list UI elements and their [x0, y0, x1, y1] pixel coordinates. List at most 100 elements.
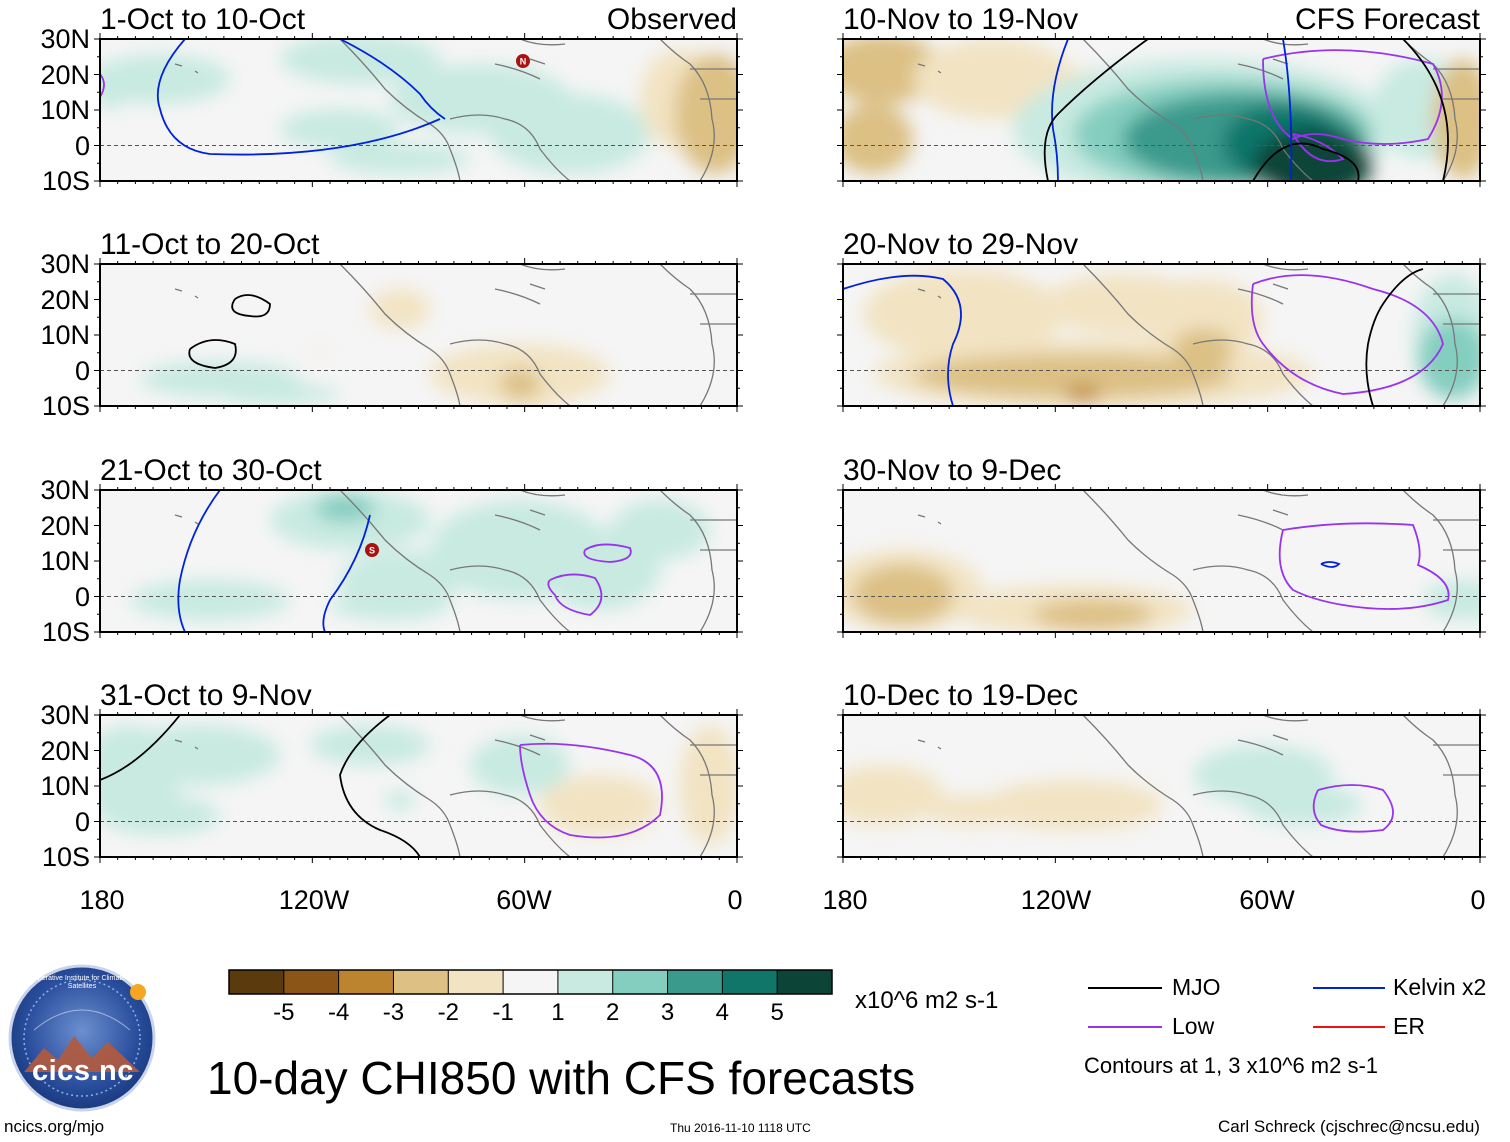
- panel-title: 11-Oct to 20-Oct: [100, 228, 320, 261]
- lat-label: 20N: [40, 735, 90, 766]
- tick-marks: [94, 709, 743, 863]
- kelvin-contour: [1282, 39, 1293, 181]
- anomaly-shading: [220, 384, 340, 404]
- lat-label: 0: [74, 130, 90, 161]
- colorbar-tick-label: 4: [715, 999, 730, 1026]
- lat-label: 30N: [40, 249, 90, 279]
- mjo-contour: [188, 339, 237, 369]
- colorbar-tick-label: -4: [327, 999, 350, 1026]
- lon-label-0-right: 0: [1470, 885, 1486, 915]
- lon-label-180-right: 180: [822, 885, 868, 915]
- colorbar-tick-label: -5: [273, 999, 295, 1026]
- anomaly-shading: [680, 725, 737, 845]
- low-contour: [100, 73, 105, 98]
- anomaly-shading: [100, 69, 130, 109]
- map-panel: [837, 258, 1486, 412]
- lat-label: 10S: [41, 842, 90, 872]
- main-title: 10-day CHI850 with CFS forecasts: [207, 1052, 916, 1104]
- panel-title: 20-Nov to 29-Nov: [843, 228, 1079, 261]
- mjo-contour: [1252, 142, 1360, 181]
- anomaly-shading: [853, 565, 953, 625]
- anomaly-shading: [100, 54, 230, 104]
- cics-logo: [8, 964, 156, 1112]
- colorbar-swatch: [777, 970, 833, 994]
- lat-label: 0: [74, 581, 90, 612]
- anomaly-shading: [500, 369, 540, 399]
- colorbar-swatch: [283, 970, 340, 994]
- colorbar-swatch: [667, 970, 723, 994]
- anomaly-shading: [1143, 279, 1263, 359]
- lon-label-0-left: 0: [727, 885, 743, 915]
- colorbar-swatch: [393, 970, 449, 994]
- storm-marker: N: [516, 54, 530, 68]
- anomaly-shading: [100, 795, 220, 835]
- map-panel: N: [94, 33, 743, 187]
- lat-label: 20N: [40, 59, 90, 90]
- lat-label: 30N: [40, 24, 90, 54]
- colorbar-tick-label: -1: [492, 999, 514, 1026]
- colorbar-swatch: [229, 970, 285, 994]
- anomaly-shading: [1418, 319, 1480, 399]
- low-contour: [1250, 274, 1444, 395]
- anomaly-shading: [1173, 329, 1233, 369]
- anomaly-shading: [1243, 785, 1363, 825]
- panel-title: 1-Oct to 10-Oct: [100, 3, 306, 36]
- anomaly-shading: [983, 780, 1163, 830]
- lat-label: 10S: [41, 166, 90, 196]
- mjo-contour: [231, 294, 271, 318]
- kelvin-contour: [1051, 39, 1069, 181]
- tick-marks: [837, 258, 1486, 412]
- footer-author: Carl Schreck (cjschrec@ncsu.edu): [1218, 1117, 1480, 1136]
- coastline: [917, 490, 1480, 632]
- lat-label: 10N: [40, 320, 90, 350]
- mjo-contour: [1402, 39, 1449, 181]
- anomaly-shading: [923, 795, 1023, 825]
- logo-text: cics.nc: [32, 1055, 134, 1087]
- anomaly-shading: [385, 790, 415, 810]
- lat-label: 10S: [41, 617, 90, 647]
- mjo-contour: [1043, 39, 1149, 181]
- anomaly-shading: [1423, 580, 1480, 620]
- anomaly-shading: [315, 494, 375, 522]
- lon-label-120w-left: 120W: [278, 885, 350, 915]
- legend-kelvin-label: Kelvin x2: [1393, 974, 1487, 1000]
- map-panel: [837, 709, 1486, 863]
- anomaly-shading: [310, 725, 430, 765]
- anomaly-shading: [1033, 600, 1153, 630]
- colorbar-tick-label: 3: [660, 999, 675, 1026]
- mjo-contour: [339, 715, 421, 857]
- mjo-contour: [100, 715, 181, 781]
- coastline: [917, 264, 1480, 406]
- coastline: [917, 715, 1480, 857]
- legend-er-label: ER: [1393, 1013, 1425, 1039]
- colorbar-swatch: [448, 970, 504, 994]
- legend-mjo-label: MJO: [1172, 974, 1221, 1000]
- lat-label: 30N: [40, 700, 90, 730]
- coastline: [174, 264, 737, 406]
- svg-text:N: N: [520, 57, 527, 67]
- panel-label: CFS Forecast: [1294, 3, 1480, 36]
- coastline: [174, 715, 737, 857]
- tick-marks: [94, 33, 743, 187]
- lat-label: 0: [74, 355, 90, 386]
- panel-label: Observed: [606, 3, 737, 36]
- legend: [1088, 987, 1385, 1028]
- anomaly-shading: [330, 144, 470, 174]
- anomaly-shading: [843, 104, 913, 174]
- mjo-contour: [1365, 268, 1424, 406]
- low-contour: [519, 742, 663, 839]
- lon-label-60w-right: 60W: [1239, 885, 1295, 915]
- tick-marks: [837, 33, 1486, 187]
- low-contour: [1312, 784, 1394, 833]
- anomaly-shading: [863, 269, 1063, 359]
- anomaly-shading: [1433, 59, 1480, 179]
- anomaly-shading: [280, 109, 400, 149]
- kelvin-contour: [1320, 561, 1341, 568]
- anomaly-shading: [843, 765, 943, 825]
- low-contour: [1292, 133, 1345, 163]
- map-panel: [837, 33, 1486, 187]
- kelvin-contour: [322, 514, 371, 632]
- storm-marker: S: [365, 543, 379, 557]
- map-panel: [94, 709, 743, 863]
